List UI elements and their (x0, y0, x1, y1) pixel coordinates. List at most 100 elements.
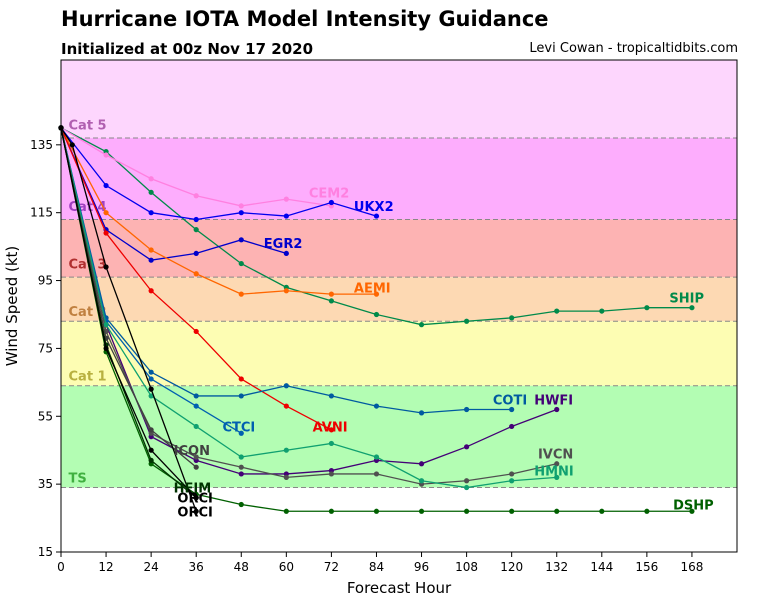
data-point-ship-0 (418, 322, 425, 328)
data-point-orci-14 (103, 264, 109, 270)
category-label-cat-1: Cat 1 (69, 370, 107, 385)
data-point-hwfi-7 (554, 406, 560, 413)
y-tick-label: 75 (38, 341, 53, 355)
data-point-dshp-12 (599, 508, 605, 514)
band-cat-5 (61, 60, 737, 139)
data-point-aemi-4 (148, 247, 154, 253)
data-point-hmni-10 (418, 478, 425, 484)
data-point-hwfi-7 (509, 423, 515, 430)
data-point-orci-15 (148, 447, 154, 453)
series-label-hwfi-7: HWFI (534, 393, 573, 408)
category-label-ts: TS (69, 471, 87, 486)
x-tick-label: 60 (279, 560, 294, 574)
data-point-coti-6 (148, 369, 154, 375)
data-point-hmni-10 (283, 447, 289, 453)
data-point-aemi-4 (193, 271, 199, 277)
series-label-hmni-10: HMNI (534, 465, 574, 480)
data-point-ctci-8 (148, 376, 154, 382)
data-point-orci-14 (193, 508, 199, 514)
x-tick-label: 36 (189, 560, 204, 574)
data-point-ivcn-9 (464, 478, 470, 484)
series-label-aemi-4: AEMI (354, 281, 391, 296)
data-point-coti-6 (509, 406, 515, 413)
data-point-ship-0 (193, 227, 199, 233)
data-point-ukx2-2 (373, 213, 380, 219)
x-tick-label: 24 (143, 560, 158, 574)
data-point-orci-14 (69, 142, 75, 148)
series-label-ctci-8: CTCI (222, 420, 255, 435)
data-point-dshp-12 (509, 508, 515, 514)
x-axis-label: Forecast Hour (347, 579, 452, 597)
data-point-ship-0 (644, 305, 650, 311)
data-point-dshp-12 (373, 508, 380, 514)
data-point-avni-5 (148, 288, 154, 294)
data-point-ctci-8 (193, 403, 199, 409)
band-cat-1 (61, 321, 737, 386)
series-line-egr2-3 (60, 127, 287, 261)
data-point-ctci-8 (238, 430, 244, 436)
x-tick-label: 120 (500, 560, 523, 574)
data-point-egr2-3 (193, 250, 199, 257)
data-point-hwfi-7 (418, 461, 425, 467)
data-point-aemi-4 (103, 210, 109, 216)
x-tick-label: 156 (635, 560, 658, 574)
data-point-ukx2-2 (103, 182, 109, 189)
x-tick-label: 72 (324, 560, 339, 574)
band-cat-2 (61, 277, 737, 322)
series-line-aemi-4 (60, 127, 377, 295)
data-point-cem2-1 (283, 196, 289, 202)
data-point-ukx2-2 (238, 210, 244, 216)
data-point-avni-5 (283, 403, 289, 409)
data-point-hmni-10 (464, 484, 470, 491)
data-point-coti-6 (193, 393, 199, 399)
data-point-cem2-1 (103, 152, 109, 158)
series-label-ivcn-9: IVCN (538, 448, 573, 463)
data-point-ivcn-9 (328, 471, 334, 477)
series-line-ivcn-9 (60, 127, 557, 485)
series-line-hwfi-7 (60, 127, 557, 475)
data-point-hmni-10 (238, 454, 244, 460)
y-tick-label: 15 (38, 545, 53, 559)
x-tick-label: 144 (590, 560, 613, 574)
series-line-orci-15 (60, 127, 197, 499)
series-label-cem2-1: CEM2 (309, 186, 349, 201)
x-tick-label: 0 (57, 560, 65, 574)
data-point-hwfi-7 (238, 471, 244, 477)
data-point-dshp-12 (464, 508, 470, 514)
chart-subtitle: Initialized at 00z Nov 17 2020 (61, 40, 314, 58)
data-point-ivcn-9 (238, 464, 244, 470)
credit-label: Levi Cowan - tropicaltidbits.com (529, 41, 738, 56)
data-point-ship-0 (689, 305, 695, 311)
data-point-ivcn-9 (554, 461, 560, 467)
data-point-avni-5 (193, 328, 199, 335)
data-point-aemi-4 (328, 291, 334, 297)
data-point-orci-14 (148, 386, 154, 392)
data-point-coti-6 (238, 393, 244, 399)
series-label-avni-5: AVNI (313, 420, 348, 435)
series-label-orci-15: ORCI (177, 505, 212, 520)
category-label-cat-3: Cat 3 (69, 258, 107, 273)
data-point-ship-0 (328, 298, 334, 304)
data-point-orci-15 (193, 495, 199, 501)
data-point-hmni-10 (103, 322, 109, 328)
data-point-cem2-1 (193, 193, 199, 199)
data-point-ivcn-9 (373, 471, 380, 477)
data-point-aemi-4 (283, 288, 289, 294)
data-point-ship-0 (464, 318, 470, 324)
data-point-coti-6 (328, 393, 334, 399)
data-point-ivcn-9 (193, 454, 199, 460)
data-point-ivcn-9 (283, 474, 289, 480)
data-point-orci-15 (103, 345, 109, 352)
data-point-avni-5 (103, 230, 109, 236)
data-point-icon-11 (148, 427, 154, 433)
x-tick-label: 48 (234, 560, 249, 574)
data-point-dshp-12 (238, 501, 244, 508)
data-point-ship-0 (599, 308, 605, 314)
data-point-cem2-1 (238, 203, 244, 209)
x-tick-label: 84 (369, 560, 384, 574)
data-point-aemi-4 (373, 291, 380, 297)
chart-title: Hurricane IOTA Model Intensity Guidance (61, 7, 549, 31)
plot-frame (60, 59, 738, 553)
data-point-ukx2-2 (283, 213, 289, 219)
